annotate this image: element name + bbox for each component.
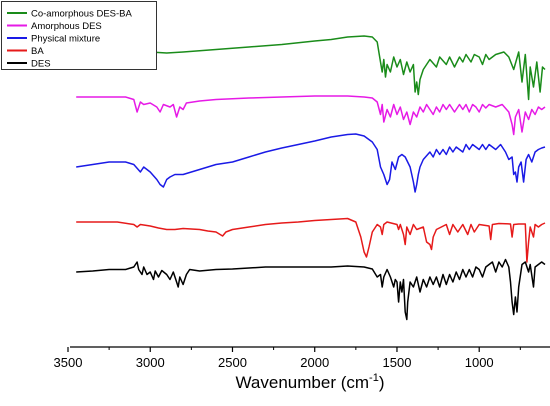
series-line-ba: [76, 217, 546, 263]
series-line-amorphous-des: [76, 95, 546, 136]
legend-label: Physical mixture: [31, 34, 100, 45]
x-tick-label: 2500: [218, 355, 247, 370]
legend-label: BA: [31, 46, 44, 57]
x-axis-ticks: 3500 3000 2500 2000 1500 1000: [54, 347, 521, 370]
x-axis-title: Wavenumber (cm-1): [236, 372, 385, 392]
series-line-des: [76, 258, 546, 321]
x-axis-title-superscript: -1: [369, 372, 379, 384]
legend-label: Amorphous DES: [31, 21, 102, 32]
x-tick-label: 3500: [54, 355, 83, 370]
x-axis-title-main: Wavenumber (cm: [236, 373, 370, 392]
x-tick-label: 3000: [136, 355, 165, 370]
series-line-physical-mixture: [76, 133, 546, 193]
spectra-traces: [76, 35, 546, 321]
x-tick-label: 2000: [300, 355, 329, 370]
legend-label: DES: [31, 59, 51, 70]
legend-box: [1, 1, 157, 70]
legend-label: Co-amorphous DES-BA: [31, 9, 133, 20]
x-tick-label: 1500: [383, 355, 412, 370]
series-line-co-amorphous-des-ba: [76, 35, 546, 101]
x-tick-label: 1000: [465, 355, 494, 370]
x-axis-title-close: ): [379, 373, 385, 392]
